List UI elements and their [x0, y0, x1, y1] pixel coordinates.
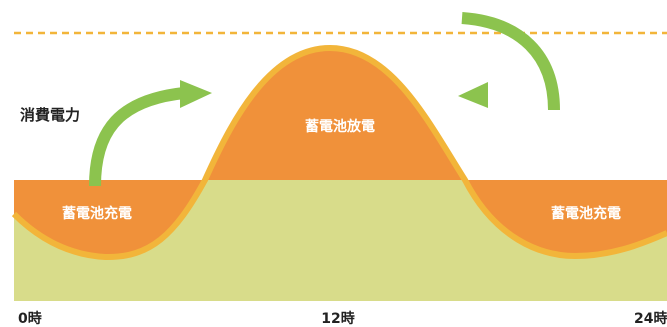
charge-to-discharge-arrow-icon — [89, 80, 212, 187]
time-label-end: 24時 — [634, 310, 667, 327]
y-axis-label: 消費電力 — [20, 106, 80, 124]
time-label-mid: 12時 — [321, 310, 354, 327]
battery-discharge-area — [205, 48, 465, 180]
region-label-charge-left: 蓄電池充電 — [62, 205, 132, 222]
consumption-curve — [11, 45, 667, 261]
discharge-return-arrow-icon — [458, 12, 560, 111]
region-label-charge-right: 蓄電池充電 — [551, 205, 621, 222]
region-label-discharge: 蓄電池放電 — [305, 118, 375, 135]
time-label-start: 0時 — [18, 310, 42, 327]
battery-charge-area-left — [14, 180, 205, 258]
